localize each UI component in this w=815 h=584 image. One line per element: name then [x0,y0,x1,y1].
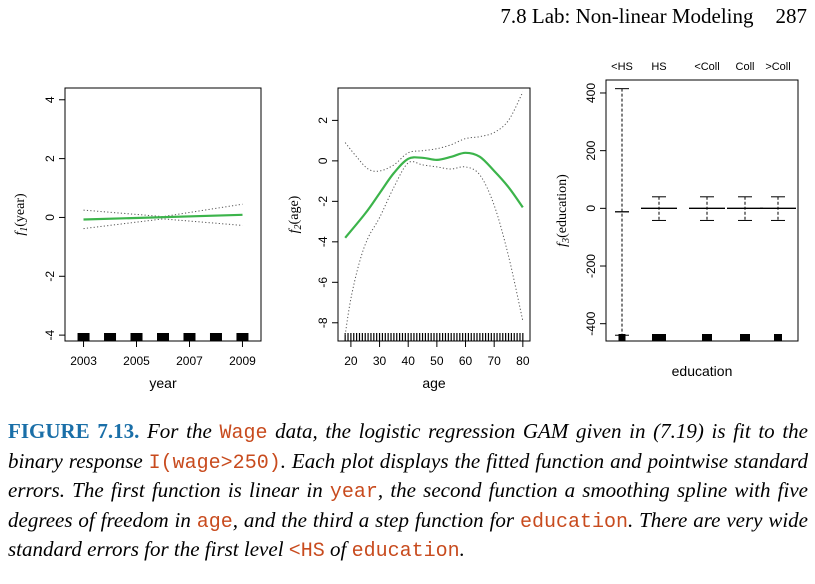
y-tick-label-year: -4 [43,329,57,340]
rug-mark-education [774,334,782,341]
y-tick-label-age: -6 [316,277,330,288]
caption-run: For the [139,419,220,443]
rug-mark-year [104,333,117,341]
se-lower-year [83,218,243,230]
caption-code: education [519,510,628,534]
plot-frame-age [337,87,531,342]
x-tick-label-age: 80 [516,354,530,368]
rug-mark-year [183,333,196,341]
y-axis-label-education: f3(education) [555,174,572,247]
caption-code: age [196,510,233,534]
caption-run: , and the third a step function for [232,507,520,532]
x-axis-label-education: education [672,363,733,379]
category-label-education: >Coll [765,61,790,73]
caption-code: Wage [219,422,268,445]
x-tick-label-age: 40 [402,354,416,368]
y-tick-label-age: 2 [316,117,330,124]
section-title: 7.8 Lab: Non-linear Modeling [500,4,754,28]
y-tick-label-age: -8 [316,317,330,328]
y-tick-label-age: 0 [316,157,330,164]
y-axis-label-age: f2(age) [287,195,304,233]
caption-run: . Each plot displays the fitted function… [8,448,808,503]
caption-code: year [329,481,378,504]
y-tick-label-education: -200 [584,254,598,278]
caption-code: <HS [288,540,325,563]
se-lower-age [344,161,524,335]
rug-mark-year [77,333,90,341]
y-tick-label-education: -400 [584,311,598,335]
x-tick-label-year: 2007 [176,354,203,368]
category-label-education: Coll [736,61,755,73]
caption-run: , the second function a smoothing spline… [8,478,808,532]
se-upper-age [344,91,524,172]
page-number: 287 [775,4,808,28]
y-tick-label-education: 400 [584,83,598,103]
y-tick-label-education: 200 [584,140,598,160]
y-tick-label-age: -2 [316,196,330,207]
x-tick-label-year: 2003 [70,354,97,368]
caption-run: data, the logistic regression GAM given … [8,419,808,473]
caption-run: of [324,537,352,561]
x-tick-label-year: 2005 [123,354,150,368]
figure-label: FIGURE 7.13. [8,419,140,443]
category-label-education: <Coll [694,61,719,73]
rug-mark-year [130,333,143,341]
caption-run: . There are very wide standard errors fo… [8,507,808,562]
running-header: 7.8 Lab: Non-linear Modeling 287 [500,4,807,29]
rug-mark-year [236,333,249,341]
plot-frame-education [605,79,799,342]
caption-text: For the Wage data, the logistic regressi… [8,419,808,563]
caption-code: I(wage>250) [148,451,281,475]
rug-mark-education [740,334,750,341]
rug-mark-education [652,334,666,341]
x-axis-label-year: year [149,375,177,391]
x-tick-label-year: 2009 [229,354,256,368]
x-axis-label-age: age [422,375,446,391]
fit-line-year [83,213,243,221]
x-tick-label-age: 60 [459,354,473,368]
rug-mark-year [209,333,222,341]
figure-caption: FIGURE 7.13. For the Wage data, the logi… [8,418,808,566]
x-tick-label-age: 20 [344,354,358,368]
category-label-education: <HS [611,61,633,73]
fit-line-age [344,151,524,239]
x-tick-label-age: 70 [487,354,501,368]
y-tick-label-year: 2 [43,155,57,162]
y-tick-label-education: 0 [584,205,598,212]
caption-code: education [351,540,460,563]
rug-mark-education [702,334,712,341]
x-tick-label-age: 30 [373,354,387,368]
category-label-education: HS [651,61,666,73]
y-axis-label-year: f1(year) [13,193,30,236]
rug-mark-year [157,333,169,341]
x-tick-label-age: 50 [430,354,444,368]
caption-run: . [459,537,465,561]
y-tick-label-age: -4 [316,236,330,247]
y-tick-label-year: 4 [43,96,57,103]
rug-mark-education [618,334,626,341]
se-upper-year [83,203,243,218]
y-tick-label-year: 0 [43,214,57,221]
y-tick-label-year: -2 [43,271,57,282]
